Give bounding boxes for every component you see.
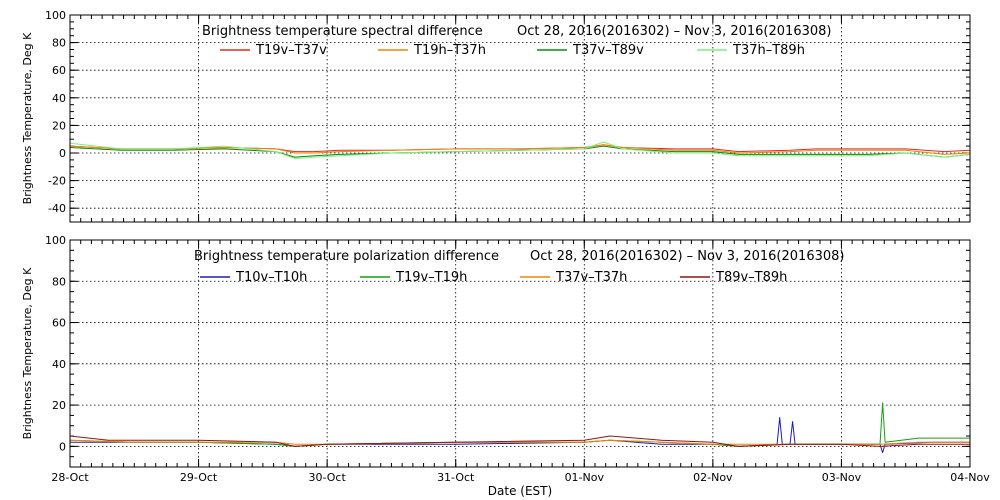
y-tick-label: 20: [52, 399, 66, 412]
legend: T19v–T37v T19h–T37h T37v–T89v T37h–T89h: [220, 43, 805, 58]
x-tick-label: 04-Nov: [950, 471, 990, 484]
y-tick-label: -20: [48, 175, 66, 188]
y-tick-label: 0: [59, 440, 66, 453]
y-tick-label: 80: [52, 275, 66, 288]
y-tick-label: 0: [59, 147, 66, 160]
y-tick-label: 60: [52, 317, 66, 330]
chart-title: Brightness temperature spectral differen…: [202, 24, 483, 39]
y-tick-label: 60: [52, 64, 66, 77]
chart-title: Brightness temperature polarization diff…: [194, 249, 499, 264]
y-tick-label: 100: [45, 9, 66, 22]
x-tick-label: 28-Oct: [51, 471, 89, 484]
legend-label: T37v–T89v: [572, 43, 644, 58]
x-tick-label: 01-Nov: [565, 471, 605, 484]
y-tick-label: 100: [45, 234, 66, 247]
chart-date-range: Oct 28, 2016(2016302) – Nov 3, 2016(2016…: [517, 24, 831, 39]
x-tick-label: 29-Oct: [180, 471, 218, 484]
x-tick-label: 02-Nov: [693, 471, 733, 484]
x-tick-label: 30-Oct: [308, 471, 346, 484]
x-tick-label: 03-Nov: [822, 471, 862, 484]
y-axis-label: Brightness Temperature, Deg K: [21, 32, 34, 204]
plot-frame: [69, 239, 971, 468]
y-tick-label: 20: [52, 119, 66, 132]
legend-label: T19v–T37v: [255, 43, 327, 58]
series-line: [69, 439, 970, 445]
y-tick-label: -40: [48, 202, 66, 215]
chart-date-range: Oct 28, 2016(2016302) – Nov 3, 2016(2016…: [530, 249, 844, 264]
x-axis-label: Date (EST): [488, 484, 552, 498]
legend-label: T37h–T89h: [732, 43, 805, 58]
legend-label: T10v–T10h: [235, 270, 307, 285]
legend-label: T19v–T19h: [395, 270, 467, 285]
y-tick-label: 40: [52, 358, 66, 371]
y-tick-label: 80: [52, 37, 66, 50]
y-axis-label: Brightness Temperature, Deg K: [21, 267, 34, 439]
legend: T10v–T10h T19v–T19h T37v–T37h T89v–T89h: [200, 270, 787, 285]
spectral-difference-chart: -40 -20 0 20 40 60 80 100 Brightness temperatur…: [21, 9, 971, 223]
legend-label: T37v–T37h: [555, 270, 627, 285]
series-line: [69, 144, 971, 155]
series-line: [69, 141, 971, 159]
plot-frame: [69, 14, 971, 223]
polarization-difference-chart: 28-Oct 29-Oct 30-Oct 31-Oct 01-Nov 02-Nov 03-N…: [21, 234, 990, 498]
series-line: [69, 435, 970, 447]
x-tick-label: 31-Oct: [437, 471, 475, 484]
legend-label: T19h–T37h: [413, 43, 486, 58]
legend-label: T89v–T89h: [715, 270, 787, 285]
y-tick-label: 40: [52, 92, 66, 105]
